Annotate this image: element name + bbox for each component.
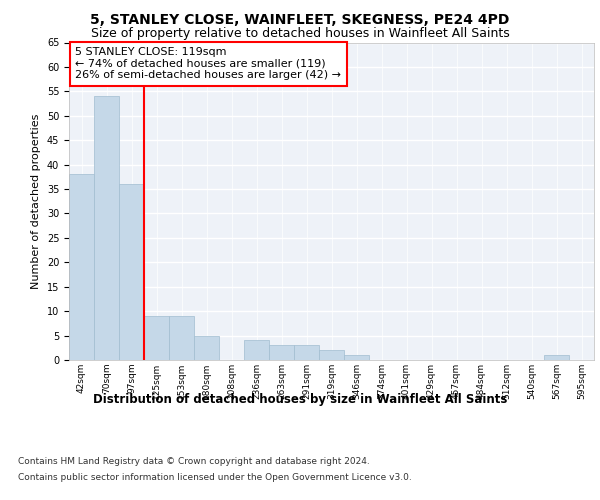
Bar (269, 346, 294, 360)
Bar (144, 316, 169, 360)
Text: Contains public sector information licensed under the Open Government Licence v3: Contains public sector information licen… (18, 472, 412, 482)
Text: Distribution of detached houses by size in Wainfleet All Saints: Distribution of detached houses by size … (93, 392, 507, 406)
Bar (544, 355, 569, 360)
Y-axis label: Number of detached properties: Number of detached properties (31, 114, 41, 289)
Bar (194, 336, 219, 360)
Bar (319, 350, 344, 360)
Bar (344, 355, 369, 360)
Bar (119, 184, 144, 360)
Bar (169, 316, 194, 360)
Text: Contains HM Land Registry data © Crown copyright and database right 2024.: Contains HM Land Registry data © Crown c… (18, 458, 370, 466)
Text: 5 STANLEY CLOSE: 119sqm
← 74% of detached houses are smaller (119)
26% of semi-d: 5 STANLEY CLOSE: 119sqm ← 74% of detache… (76, 48, 341, 80)
Bar (244, 340, 269, 360)
Bar (69, 174, 94, 360)
Text: 5, STANLEY CLOSE, WAINFLEET, SKEGNESS, PE24 4PD: 5, STANLEY CLOSE, WAINFLEET, SKEGNESS, P… (91, 12, 509, 26)
Bar (294, 346, 319, 360)
Text: Size of property relative to detached houses in Wainfleet All Saints: Size of property relative to detached ho… (91, 28, 509, 40)
Bar (94, 96, 119, 360)
